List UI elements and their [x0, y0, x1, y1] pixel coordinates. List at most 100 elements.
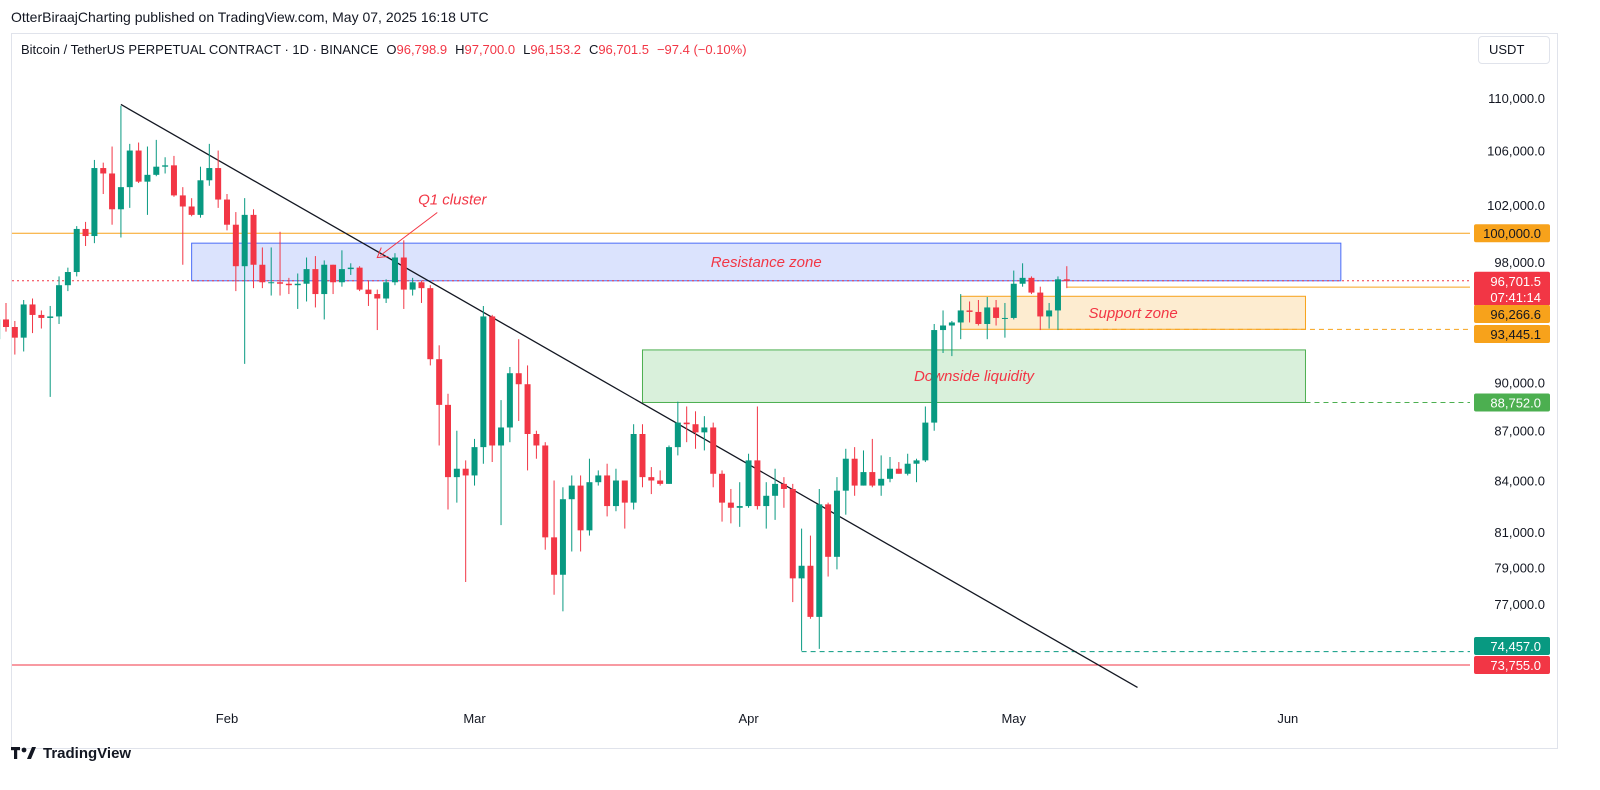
candle[interactable] [851, 458, 858, 486]
candle[interactable] [957, 310, 964, 323]
candle[interactable] [692, 424, 699, 433]
candle[interactable] [780, 483, 787, 489]
candle[interactable] [162, 165, 169, 167]
candle[interactable] [1054, 279, 1061, 311]
candle[interactable] [878, 478, 885, 486]
candle[interactable] [11, 327, 18, 338]
candle[interactable] [100, 168, 107, 174]
candle[interactable] [445, 404, 451, 478]
candle[interactable] [860, 472, 867, 486]
candle[interactable] [179, 195, 186, 207]
candle[interactable] [312, 269, 319, 295]
candle[interactable] [285, 283, 292, 286]
candle[interactable] [188, 206, 195, 215]
candle[interactable] [109, 173, 116, 210]
candle[interactable] [471, 447, 478, 476]
candle[interactable] [666, 447, 672, 484]
candle[interactable] [29, 304, 36, 315]
candle[interactable] [568, 485, 575, 500]
candle[interactable] [816, 504, 823, 617]
candle[interactable] [215, 168, 222, 200]
candle[interactable] [489, 316, 496, 446]
candle[interactable] [745, 460, 752, 507]
candle[interactable] [975, 311, 982, 324]
candle[interactable] [524, 384, 531, 434]
zone-resistance-zone[interactable] [191, 242, 1342, 282]
candle[interactable] [922, 422, 929, 461]
candle[interactable] [453, 468, 460, 478]
candle[interactable] [153, 166, 160, 175]
candle[interactable] [604, 475, 611, 507]
candle[interactable] [224, 199, 230, 225]
candle[interactable] [612, 480, 619, 507]
candle[interactable] [1046, 310, 1053, 317]
candle[interactable] [321, 264, 328, 295]
candle[interactable] [56, 285, 63, 317]
candle[interactable] [533, 433, 540, 446]
candle[interactable] [73, 228, 80, 273]
candle[interactable] [701, 427, 708, 433]
candle[interactable] [904, 463, 911, 474]
candle[interactable] [330, 264, 337, 283]
candle[interactable] [409, 282, 416, 290]
candle[interactable] [842, 458, 849, 491]
candle[interactable] [20, 304, 27, 338]
candle[interactable] [82, 228, 89, 237]
candle[interactable] [833, 490, 840, 557]
candle[interactable] [268, 282, 275, 284]
candle[interactable] [807, 565, 814, 617]
candle[interactable] [639, 433, 646, 478]
candle[interactable] [391, 257, 398, 283]
candle[interactable] [241, 214, 248, 267]
candle[interactable] [993, 307, 1000, 318]
candle[interactable] [736, 506, 743, 508]
candle[interactable] [294, 283, 301, 286]
candle[interactable] [232, 224, 239, 267]
currency-button[interactable]: USDT [1478, 36, 1550, 64]
candle[interactable] [400, 257, 407, 290]
candle[interactable] [674, 422, 681, 448]
zone-downside-liquidity[interactable] [641, 349, 1306, 403]
candle[interactable] [365, 289, 372, 295]
candle[interactable] [798, 565, 805, 579]
candle[interactable] [1001, 317, 1008, 319]
candle[interactable] [657, 480, 664, 484]
candle[interactable] [91, 168, 98, 237]
candle[interactable] [542, 445, 549, 538]
candle[interactable] [789, 488, 796, 579]
tradingview-brand[interactable]: TradingView [11, 745, 131, 762]
candle[interactable] [347, 267, 354, 270]
candle[interactable] [206, 168, 213, 181]
candle[interactable] [595, 475, 602, 483]
candle[interactable] [966, 310, 973, 312]
candle[interactable] [895, 468, 902, 474]
candle[interactable] [772, 483, 779, 496]
candle[interactable] [498, 427, 505, 446]
trendline[interactable] [120, 103, 1138, 688]
candle[interactable] [117, 187, 124, 210]
candle[interactable] [250, 214, 257, 265]
candle[interactable] [825, 504, 832, 557]
candle[interactable] [356, 267, 363, 290]
candle[interactable] [727, 502, 734, 508]
candle[interactable] [586, 482, 593, 531]
candle[interactable] [931, 330, 938, 423]
candle[interactable] [47, 316, 54, 318]
candle[interactable] [38, 314, 45, 318]
candle[interactable] [418, 282, 425, 289]
candle[interactable] [126, 150, 133, 188]
candle[interactable] [338, 269, 345, 283]
symbol-name[interactable]: Bitcoin / TetherUS PERPETUAL CONTRACT · … [21, 42, 379, 57]
candle[interactable] [630, 433, 637, 503]
candle[interactable] [64, 272, 71, 286]
candle[interactable] [1010, 283, 1017, 318]
candle[interactable] [277, 282, 284, 284]
candle[interactable] [1028, 277, 1035, 293]
candle[interactable] [506, 373, 513, 428]
candle[interactable] [763, 495, 770, 507]
candle[interactable] [197, 180, 204, 215]
candle[interactable] [869, 472, 876, 486]
candle[interactable] [577, 485, 584, 531]
candle[interactable] [913, 460, 920, 464]
candle[interactable] [551, 537, 558, 575]
